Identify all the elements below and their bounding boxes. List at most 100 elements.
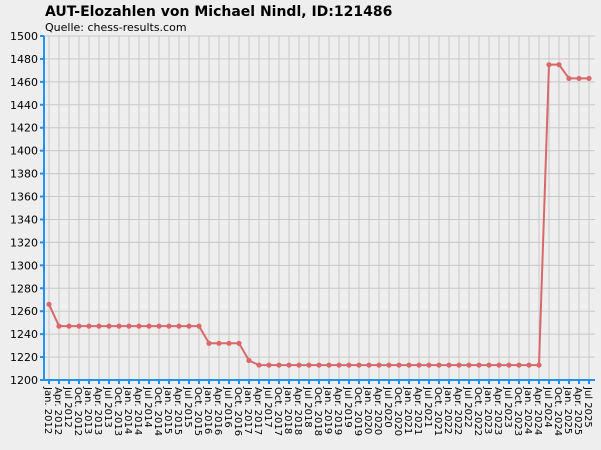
point: [346, 362, 352, 368]
point: [376, 362, 382, 368]
point: [186, 323, 192, 329]
point: [496, 362, 502, 368]
x-tick-label: Apr. 2013: [92, 387, 103, 435]
y-tick-label: 1320: [10, 236, 38, 249]
point: [526, 362, 532, 368]
x-tick-label: Apr. 2024: [532, 387, 543, 435]
point: [146, 323, 152, 329]
point: [546, 62, 552, 68]
x-tick-label: Apr. 2020: [372, 387, 383, 435]
x-tick-label: Jan. 2020: [362, 386, 373, 434]
x-tick-label: Apr. 2022: [452, 387, 463, 435]
point: [56, 323, 62, 329]
x-tick-label: Jul 2018: [302, 386, 313, 428]
x-tick-label: Apr. 2017: [252, 387, 263, 435]
x-tick-label: Oct. 2024: [552, 387, 563, 436]
point: [106, 323, 112, 329]
x-tick-label: Jul 2020: [382, 386, 393, 428]
point: [66, 323, 72, 329]
point: [326, 362, 332, 368]
x-tick-label: Jul 2024: [542, 386, 553, 428]
point: [576, 75, 582, 82]
point: [136, 323, 142, 329]
point: [406, 362, 412, 368]
point: [456, 362, 462, 368]
x-tick-label: Oct. 2016: [232, 387, 243, 436]
point: [436, 362, 442, 368]
point: [476, 362, 482, 368]
x-tick-label: Jul 2012: [62, 386, 73, 428]
point: [366, 362, 372, 368]
x-tick-label: Apr. 2023: [492, 387, 503, 435]
x-tick-label: Jan. 2022: [442, 386, 453, 434]
x-tick-label: Jan. 2018: [282, 386, 293, 434]
x-tick-label: Jul 2019: [342, 386, 353, 428]
point: [586, 75, 592, 82]
point: [296, 362, 302, 368]
y-tick-label: 1360: [10, 191, 38, 204]
point: [486, 362, 492, 368]
point: [516, 362, 522, 368]
y-tick-label: 1340: [10, 213, 38, 226]
point: [266, 362, 272, 368]
point: [246, 357, 252, 364]
y-tick-label: 1240: [10, 328, 38, 341]
point: [416, 362, 422, 368]
x-tick-label: Jul 2021: [422, 386, 433, 428]
point: [256, 362, 262, 368]
point: [336, 362, 342, 368]
x-tick-label: Apr. 2018: [292, 387, 303, 435]
x-tick-label: Jul 2016: [222, 386, 233, 428]
x-tick-label: Oct. 2013: [112, 387, 123, 436]
point: [166, 323, 172, 329]
point: [236, 340, 242, 346]
x-tick-label: Oct. 2018: [312, 387, 323, 436]
chart-subtitle: Quelle: chess-results.com: [45, 21, 187, 34]
y-tick-label: 1380: [10, 168, 38, 181]
point: [226, 340, 232, 346]
x-tick-label: Jul 2025: [582, 386, 593, 428]
x-tick-label: Jan. 2012: [42, 386, 53, 434]
point: [466, 362, 472, 368]
x-tick-label: Oct. 2017: [272, 387, 283, 436]
point: [386, 362, 392, 368]
x-tick-label: Apr. 2012: [52, 387, 63, 435]
point: [206, 340, 212, 346]
x-tick-label: Jan. 2017: [242, 386, 253, 434]
y-tick-label: 1280: [10, 282, 38, 295]
point: [156, 323, 162, 329]
y-tick-label: 1500: [10, 30, 38, 43]
x-tick-label: Oct. 2014: [152, 387, 163, 436]
point: [96, 323, 102, 329]
x-tick-label: Jan. 2023: [482, 386, 493, 434]
x-tick-label: Oct. 2020: [392, 387, 403, 436]
x-tick-label: Oct. 2021: [432, 387, 443, 436]
point: [506, 362, 512, 368]
x-tick-label: Jan. 2019: [322, 386, 333, 434]
x-tick-label: Jul 2014: [142, 386, 153, 428]
x-tick-label: Apr. 2025: [572, 387, 583, 435]
point: [556, 62, 562, 68]
x-tick-label: Jul 2023: [502, 386, 513, 428]
x-tick-label: Apr. 2014: [132, 387, 143, 435]
x-tick-label: Apr. 2016: [212, 387, 223, 435]
x-tick-label: Jan. 2016: [202, 386, 213, 434]
x-tick-label: Jan. 2015: [162, 386, 173, 434]
chart-title: AUT-Elozahlen von Michael Nindl, ID:1214…: [45, 4, 392, 20]
y-tick-label: 1300: [10, 259, 38, 272]
point: [316, 362, 322, 368]
point: [116, 323, 122, 329]
point: [306, 362, 312, 368]
point: [276, 362, 282, 368]
point: [286, 362, 292, 368]
y-tick-label: 1220: [10, 351, 38, 364]
x-tick-label: Jul 2013: [102, 386, 113, 428]
point: [196, 323, 202, 329]
x-tick-label: Jan. 2014: [122, 386, 133, 434]
x-tick-label: Jul 2022: [462, 386, 473, 428]
y-tick-label: 1260: [10, 305, 38, 318]
y-tick-label: 1460: [10, 76, 38, 89]
x-tick-label: Oct. 2019: [352, 387, 363, 436]
point: [176, 323, 182, 329]
